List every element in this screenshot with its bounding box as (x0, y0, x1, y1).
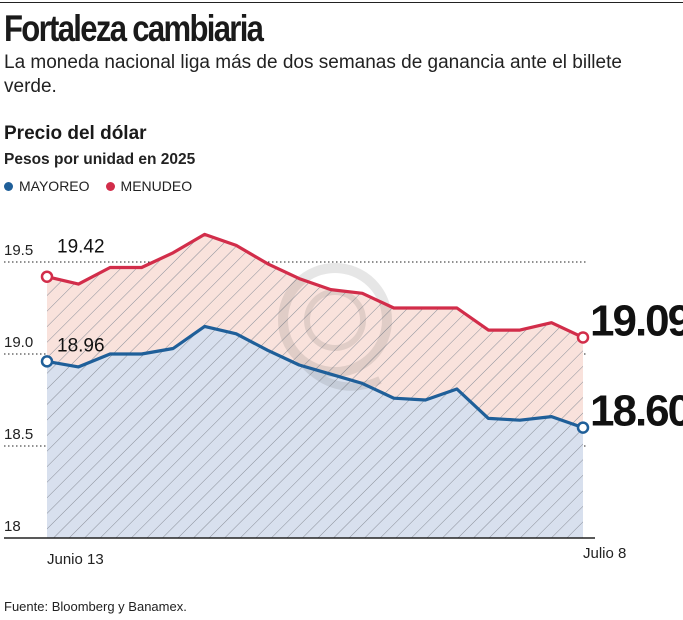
label-menudeo-last: 19.09 (590, 296, 683, 345)
chart-title: Precio del dólar (4, 123, 147, 144)
y-tick-label: 18.5 (4, 426, 33, 443)
line-menudeo (46, 232, 584, 339)
page-title: Fortaleza cambiaria (4, 8, 264, 49)
area-mayoreo-hatch (47, 326, 583, 538)
legend-label-mayoreo: MAYOREO (19, 178, 90, 194)
x-tick-label-first: Junio 13 (47, 551, 104, 568)
chart-subtitle: Pesos por unidad en 2025 (4, 151, 196, 168)
source-note: Fuente: Bloomberg y Banamex. (4, 599, 187, 614)
marker-menudeo-first (40, 270, 54, 283)
label-mayoreo-last: 18.60 (590, 387, 683, 436)
legend-item-menudeo: MENUDEO (105, 178, 193, 194)
x-tick-label-last: Julio 8 (583, 545, 626, 562)
legend-label-menudeo: MENUDEO (120, 178, 193, 194)
label-mayoreo-first: 18.96 (57, 335, 105, 356)
top-rule (0, 2, 683, 3)
endpoint-markers (40, 270, 590, 434)
marker-mayoreo-first (40, 355, 54, 368)
y-tick-label: 19.5 (4, 242, 33, 259)
legend: MAYOREO MENUDEO (4, 178, 208, 194)
label-menudeo-first: 19.42 (57, 237, 105, 258)
line-mayoreo (46, 324, 584, 430)
legend-dot-mayoreo (4, 181, 13, 191)
page-subtitle: La moneda nacional liga más de dos seman… (4, 52, 622, 97)
marker-menudeo-last (576, 331, 590, 344)
marker-mayoreo-last (576, 421, 590, 434)
y-tick-label: 18 (4, 518, 21, 535)
legend-item-mayoreo: MAYOREO (4, 178, 90, 194)
chart-labels: 19.5 19.0 18.5 18 19.42 18.96 19.09 18.60 Junio … (4, 237, 683, 568)
legend-dot-menudeo (105, 181, 115, 191)
y-tick-label: 19.0 (4, 334, 33, 351)
